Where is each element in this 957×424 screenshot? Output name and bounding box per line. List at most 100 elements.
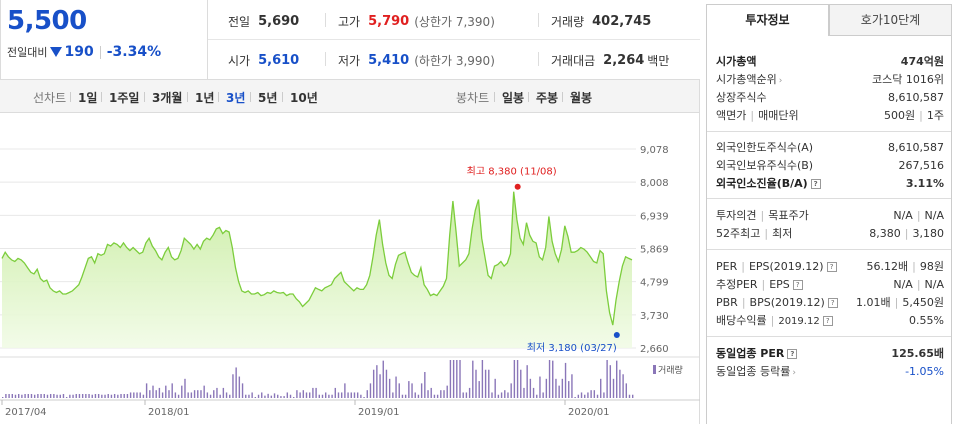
volume-bar [2, 397, 4, 398]
shares-value: 8,610,587 [888, 90, 944, 104]
opinion-label: 투자의견 [716, 209, 757, 222]
volume-label: 거래량 [551, 15, 585, 29]
candle-chart-label[interactable]: 봉차트 [456, 91, 490, 105]
volume-bar [388, 378, 391, 398]
quote-row-2: 시가 5,610 저가 5,410 (하한가 3,990) 거래대금 2,264… [208, 40, 700, 80]
divider [538, 52, 539, 66]
volume-bar [213, 390, 215, 398]
help-icon[interactable]: ? [826, 261, 837, 272]
current-price-box: 5,500 전일대비 190 -3.34% [0, 0, 208, 80]
volume-bar [312, 387, 314, 398]
candle-daily[interactable]: 일봉 [502, 91, 525, 105]
foreign-hold-row: 외국인보유주식수(B) 267,516 [716, 156, 944, 174]
volume-bar [37, 394, 39, 398]
est-per-label: 추정PER [716, 278, 758, 291]
volume-bar [286, 392, 289, 398]
volume-bar [289, 394, 292, 398]
chevron-right-icon[interactable]: › [792, 368, 796, 378]
volume-bar [574, 397, 576, 398]
volume-bar [168, 390, 170, 398]
line-chart-label[interactable]: 선차트 [33, 91, 67, 105]
volume-legend-swatch [653, 365, 656, 374]
volume-bar [456, 360, 458, 398]
help-icon[interactable]: ? [792, 280, 803, 290]
low-value: 5,410 [368, 53, 410, 68]
quote-table: 전일 5,690 고가 5,790 (상한가 7,390) 거래량 402,74… [208, 0, 700, 80]
chevron-right-icon[interactable]: › [778, 76, 783, 86]
volume-bar [360, 394, 362, 398]
volume-bar [101, 394, 103, 398]
volume-bar [324, 392, 327, 398]
period-1d[interactable]: 1일 [78, 91, 98, 105]
opinion-row: 투자의견 | 목표주가 N/A | N/A [716, 208, 944, 223]
divider [144, 92, 145, 102]
est-per-value: N/A [893, 277, 913, 291]
volume-bar [337, 392, 340, 398]
foreign-hold-value: 267,516 [898, 158, 945, 172]
period-5y[interactable]: 5년 [258, 91, 278, 105]
volume-bar [344, 383, 346, 398]
chart-toolbar: 선차트 1일 1주일 3개월 1년 3년 5년 10년 봉차트 일봉 주봉 월봉 [0, 80, 700, 113]
volume-bar [379, 374, 381, 398]
volume-bar [49, 394, 52, 398]
period-1w[interactable]: 1주일 [109, 91, 140, 105]
industry-per-row: 동일업종 PER? 125.65배 [716, 344, 944, 362]
volume-bar [216, 387, 218, 398]
min-point-marker [613, 332, 620, 339]
volume-bar [580, 392, 583, 398]
stock-main-panel: 5,500 전일대비 190 -3.34% 전일 5,690 고가 5,790 … [0, 0, 700, 424]
period-3m[interactable]: 3개월 [152, 91, 183, 105]
trade-amount: 거래대금 2,264 백만 [551, 52, 669, 69]
target-price-label: 목표주가 [768, 209, 809, 222]
volume-bar [622, 374, 624, 398]
period-3y[interactable]: 3년 [226, 91, 246, 105]
period-10y[interactable]: 10년 [290, 91, 318, 105]
volume-bar [392, 392, 394, 398]
foreign-ratio-value: 3.11% [905, 176, 944, 190]
volume-bar [545, 378, 548, 398]
volume-bar [366, 390, 368, 398]
pbr-value: 1.01배 [856, 296, 891, 309]
min-annotation: 최저 3,180 (03/27) [527, 342, 617, 354]
upper-limit: (상한가 7,390) [414, 15, 495, 29]
tab-investment-info[interactable]: 투자정보 [706, 4, 829, 36]
volume-bar [497, 394, 500, 398]
candle-monthly[interactable]: 월봉 [570, 91, 593, 105]
change-label: 전일대비 [7, 46, 48, 59]
volume-bar [436, 394, 439, 398]
week52-high-value: 8,380 [869, 226, 901, 240]
dividend-label: 배당수익률 [716, 314, 767, 327]
volume-bar [494, 378, 496, 398]
help-icon[interactable]: ? [827, 297, 838, 308]
shares-row: 상장주식수 8,610,587 [716, 88, 944, 106]
help-icon[interactable]: ? [787, 349, 798, 359]
volume-bar [75, 394, 77, 398]
help-icon[interactable]: ? [810, 179, 821, 189]
volume-bar [411, 383, 413, 398]
volume-bar [225, 392, 228, 398]
tab-orderbook[interactable]: 호가10단계 [829, 4, 952, 36]
volume-bar [145, 383, 148, 398]
volume-bar [632, 394, 634, 398]
market-cap-row: 시가총액 474억원 [716, 52, 944, 70]
volume-bar [472, 360, 474, 398]
volume-bar [46, 394, 49, 398]
candle-weekly[interactable]: 주봉 [536, 91, 559, 105]
volume-bar [385, 369, 388, 398]
divider [218, 92, 219, 102]
volume-bar [56, 394, 58, 398]
volume-bar [520, 369, 522, 398]
dividend-value: 0.55% [909, 313, 944, 327]
volume-bar [120, 394, 122, 398]
prev-close: 전일 5,690 [228, 13, 299, 30]
help-icon[interactable]: ? [822, 316, 833, 326]
est-eps-label: EPS [769, 278, 790, 291]
price-area [2, 191, 632, 348]
volume-bar [625, 383, 628, 398]
volume-bar [475, 369, 477, 398]
volume-bar [139, 392, 141, 398]
volume-bar [181, 385, 183, 398]
volume-bar [596, 394, 599, 398]
week52-high-label: 52주최고 [716, 227, 761, 240]
period-1y[interactable]: 1년 [195, 91, 215, 105]
